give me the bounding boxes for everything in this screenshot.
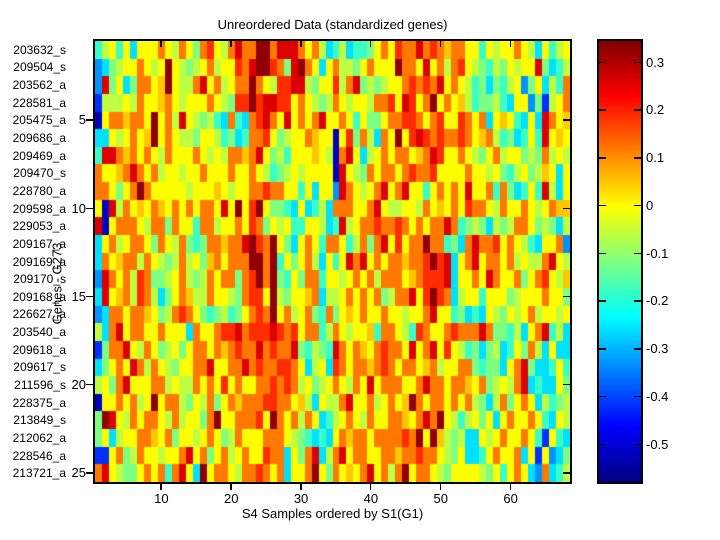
colorbar-tick-mark — [599, 204, 606, 207]
colorbar-tick-label: 0.2 — [646, 102, 665, 118]
gene-row-label: 209168_a — [12, 289, 66, 304]
colorbar-tick-mark — [634, 204, 641, 207]
colorbar-tick-label: -0.1 — [646, 245, 669, 261]
gene-row-label: 209617_s — [13, 360, 66, 375]
x-tick-mark — [509, 484, 512, 490]
x-tick-mark-top — [300, 41, 302, 47]
heatmap-canvas — [95, 41, 570, 482]
chart-title: Unreordered Data (standardized genes) — [217, 17, 448, 32]
x-tick-mark — [160, 484, 162, 490]
heatmap-plot-area — [93, 39, 572, 484]
gene-row-label: 228546_a — [12, 448, 66, 463]
colorbar-tick-mark — [634, 252, 641, 255]
gene-row-label: 209504_s — [13, 60, 66, 75]
y-tick-mark — [86, 472, 93, 474]
colorbar-tick-label: 0 — [646, 197, 654, 213]
y-tick-mark-right — [563, 295, 570, 298]
y-tick-mark — [86, 207, 93, 210]
y-tick-label: 10 — [71, 200, 86, 216]
colorbar-tick-mark — [599, 252, 606, 255]
gene-row-label: 212062_a — [12, 430, 66, 445]
colorbar-tick-label: 0.3 — [646, 54, 665, 70]
colorbar-tick-mark — [634, 61, 641, 63]
x-tick-label: 30 — [293, 491, 309, 506]
gene-row-label: 211596_s — [14, 377, 66, 392]
colorbar — [597, 39, 643, 484]
x-tick-label: 50 — [433, 491, 448, 506]
colorbar-tick-mark — [599, 300, 606, 302]
gene-row-label: 209686_a — [12, 131, 66, 146]
gene-row-label: 228780_a — [12, 183, 66, 198]
colorbar-tick-label: 0.1 — [646, 150, 665, 166]
gene-row-label: 209167_a — [12, 236, 66, 251]
x-tick-mark-top — [439, 41, 442, 47]
gene-row-label: 203632_s — [13, 42, 66, 57]
colorbar-tick-mark — [634, 395, 641, 398]
gene-row-label: 203540_a — [12, 325, 66, 340]
gene-row-label: 228375_a — [12, 395, 66, 410]
gene-row-label: 213849_s — [13, 413, 66, 428]
x-tick-label: 20 — [223, 491, 239, 506]
y-tick-label: 15 — [71, 288, 86, 304]
gene-row-label: 209169_a — [12, 254, 66, 269]
x-tick-label: 10 — [154, 491, 169, 506]
gene-row-label: 209598_a — [12, 201, 66, 216]
gene-row-label: 229053_a — [12, 219, 66, 234]
gene-row-label: 203562_a — [12, 78, 66, 93]
colorbar-tick-mark — [599, 395, 606, 398]
y-tick-mark-right — [563, 207, 570, 210]
colorbar-tick-label: -0.3 — [646, 341, 669, 357]
colorbar-tick-label: -0.5 — [646, 436, 669, 452]
y-tick-mark — [86, 383, 93, 386]
gene-row-label: 209170_s — [13, 272, 66, 287]
colorbar-tick-mark — [599, 157, 606, 159]
x-tick-mark-top — [160, 41, 162, 47]
x-tick-mark — [439, 484, 442, 490]
colorbar-tick-mark — [634, 109, 641, 111]
x-tick-mark-top — [230, 41, 232, 47]
colorbar-tick-mark — [634, 348, 641, 350]
x-tick-label: 40 — [363, 491, 379, 506]
gene-row-label: 209469_a — [12, 148, 66, 163]
y-tick-label: 5 — [78, 112, 86, 128]
x-tick-mark — [300, 484, 302, 490]
gene-row-label: 205475_a — [12, 113, 66, 128]
y-tick-mark-right — [563, 472, 570, 474]
y-tick-mark-right — [563, 119, 570, 121]
y-tick-mark — [86, 295, 93, 298]
gene-row-label: 209470_s — [13, 166, 66, 181]
x-tick-mark — [230, 484, 232, 490]
colorbar-tick-label: -0.4 — [646, 388, 669, 404]
x-tick-mark-top — [509, 41, 512, 47]
y-tick-mark — [86, 119, 93, 121]
gene-row-label: 226627_a — [12, 307, 66, 322]
colorbar-tick-mark — [599, 443, 606, 446]
x-tick-mark-top — [369, 41, 372, 47]
colorbar-tick-mark — [599, 61, 606, 63]
y-tick-label: 20 — [71, 376, 86, 392]
gene-row-label: 209618_a — [12, 342, 66, 357]
colorbar-tick-label: -0.2 — [646, 293, 669, 309]
colorbar-tick-mark — [634, 443, 641, 446]
colorbar-tick-mark — [634, 300, 641, 302]
x-tick-mark — [369, 484, 372, 490]
gene-row-label: 228581_a — [12, 95, 66, 110]
x-axis-label: S4 Samples ordered by S1(G1) — [241, 506, 424, 521]
colorbar-tick-mark — [599, 109, 606, 111]
colorbar-tick-mark — [634, 157, 641, 159]
gene-row-label: 213721_a — [12, 466, 66, 481]
colorbar-canvas — [599, 41, 641, 482]
y-tick-label: 25 — [71, 465, 86, 481]
y-tick-mark-right — [563, 383, 570, 386]
x-tick-label: 60 — [503, 491, 518, 506]
colorbar-tick-mark — [599, 348, 606, 350]
